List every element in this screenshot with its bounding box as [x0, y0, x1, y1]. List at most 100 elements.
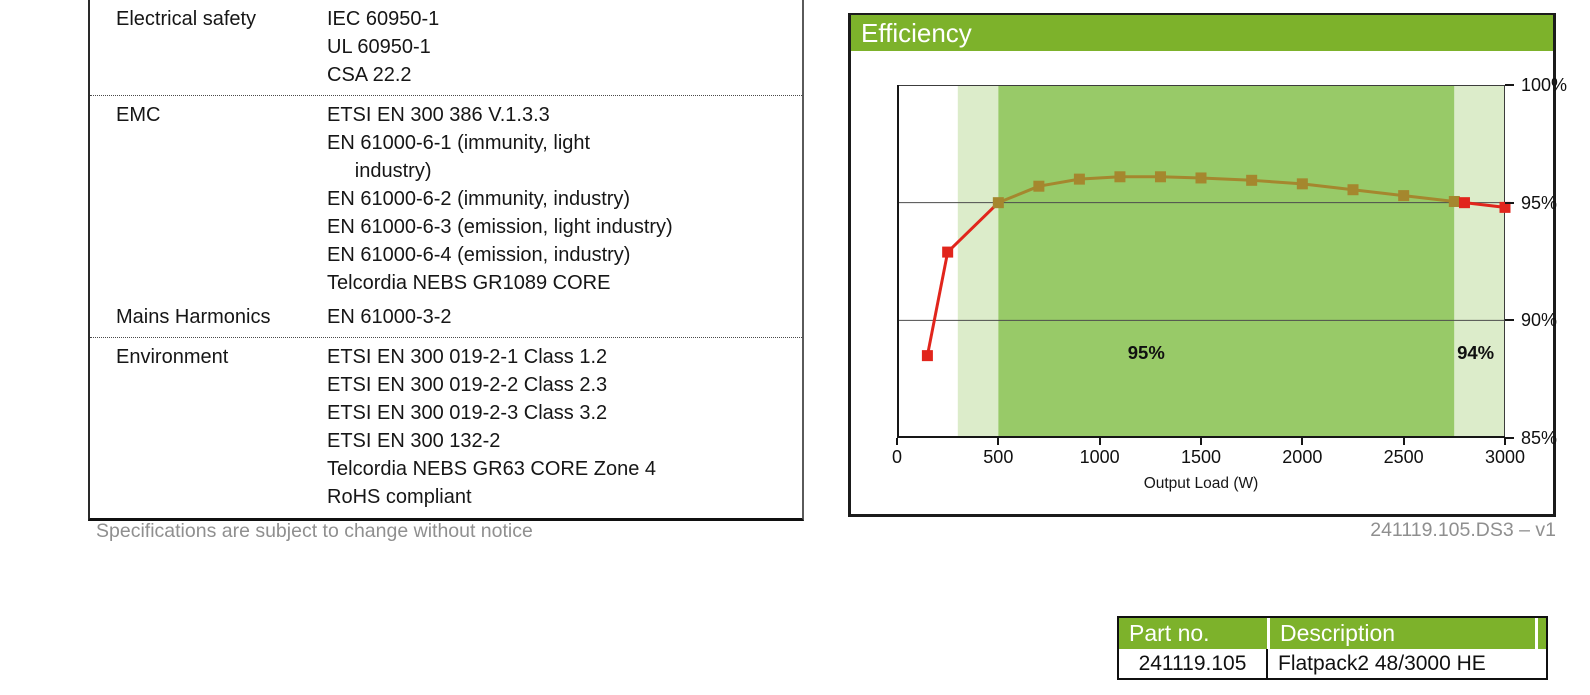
spec-footnote: Specifications are subject to change wit… [96, 520, 533, 542]
spec-row: Environment ETSI EN 300 019-2-1 Class 1.2… [90, 343, 802, 511]
specifications-table: Electrical safety IEC 60950-1 UL 60950-1 CS… [88, 0, 804, 521]
spec-row: Mains Harmonics EN 61000-3-2 [90, 303, 802, 331]
efficiency-curve-segment [997, 184, 1040, 205]
band-label: 95% [1127, 342, 1165, 364]
data-point-marker [1398, 190, 1410, 202]
spec-value-line: EN 61000-6-3 (emission, light industry) [327, 216, 673, 238]
data-point-marker [921, 350, 933, 362]
x-axis-tick-label: 500 [983, 447, 1014, 467]
band-label: 94% [1457, 342, 1495, 364]
spec-row-values: ETSI EN 300 386 V.1.3.3 EN 61000-6-1 (imm… [327, 101, 802, 297]
spec-value-line: EN 61000-3-2 [327, 306, 452, 328]
data-point-marker [942, 246, 954, 258]
spec-value-line: CSA 22.2 [327, 64, 412, 86]
efficiency-curve-segment [1403, 194, 1455, 203]
spec-value-line: EN 61000-6-2 (immunity, industry) [327, 188, 631, 210]
spec-value-line: UL 60950-1 [327, 36, 431, 58]
header-end-sliver [1538, 618, 1546, 649]
efficiency-curve-segment [1302, 182, 1354, 192]
spec-value-line: RoHS compliant [327, 486, 472, 508]
spec-value-line: ETSI EN 300 132-2 [327, 430, 501, 452]
spec-row-label: Environment [116, 346, 229, 368]
x-axis-tick [1504, 438, 1506, 445]
efficiency-curve-segment [1352, 188, 1404, 198]
x-axis-title: Output Load (W) [1143, 475, 1259, 492]
spec-value-line: ETSI EN 300 019-2-3 Class 3.2 [327, 402, 608, 424]
chart-title: Efficiency [861, 18, 972, 48]
spec-row: Electrical safety IEC 60950-1 UL 60950-1 CS… [90, 5, 802, 89]
part-table-header: Part no. Description [1119, 618, 1546, 649]
x-axis-tick-label: 1000 [1079, 447, 1120, 467]
x-axis-tick-label: 2500 [1383, 447, 1424, 467]
data-point-marker [1154, 171, 1166, 183]
spec-row-label: Electrical safety [116, 8, 257, 30]
plot-frame [898, 85, 1505, 438]
plot-axes [897, 85, 1505, 438]
spec-value-line: ETSI EN 300 019-2-2 Class 2.3 [327, 374, 608, 396]
x-axis-tick [1200, 438, 1202, 445]
data-point-marker [1114, 171, 1126, 183]
y-axis-tick [1505, 437, 1514, 439]
part-no-header-cell: Part no. [1119, 618, 1267, 649]
efficiency-plot [897, 85, 1511, 438]
spec-value-line: EN 61000-6-4 (emission, industry) [327, 244, 631, 266]
spec-section: EMC ETSI EN 300 386 V.1.3.3 EN 61000-6-1 (… [90, 95, 802, 337]
y-axis-tick [1505, 84, 1514, 86]
plot-area: 95% 94% [897, 85, 1511, 438]
description-cell: Flatpack2 48/3000 HE [1278, 652, 1486, 675]
efficiency-curve-segment [1200, 176, 1252, 182]
chart-title-bar: Efficiency [851, 15, 1553, 51]
spec-row: EMC ETSI EN 300 386 V.1.3.3 EN 61000-6-1 (… [90, 101, 802, 297]
spec-row-values: EN 61000-3-2 [327, 303, 802, 331]
part-no-cell: 241119.105 [1119, 649, 1268, 678]
efficiency-curve-segment [1079, 175, 1121, 181]
spec-row-values: IEC 60950-1 UL 60950-1 CSA 22.2 [327, 5, 802, 89]
spec-value-line: Telcordia NEBS GR63 CORE Zone 4 [327, 458, 657, 480]
x-axis-tick [1301, 438, 1304, 445]
part-table-row: 241119.105 Flatpack2 48/3000 HE [1119, 649, 1546, 678]
x-axis-tick-label: 1500 [1180, 447, 1222, 467]
data-point-marker [1458, 197, 1470, 209]
spec-value-line: Telcordia NEBS GR1089 CORE [327, 272, 611, 294]
data-point-marker [1499, 201, 1511, 213]
chart-inner: Efficiency 95% 94% Output Load (W) 100% 95… [851, 15, 1567, 514]
efficiency-chart-panel: Efficiency 95% 94% Output Load (W) 100% 95… [848, 13, 1567, 517]
part-number-table: Part no. Description 241119.105 Flatpack… [1117, 616, 1548, 680]
x-axis-tick [1402, 438, 1405, 445]
spec-value-line: IEC 60950-1 [327, 8, 440, 30]
spec-sections: Electrical safety IEC 60950-1 UL 60950-1 CS… [90, 0, 802, 517]
efficiency-band [998, 85, 1455, 438]
y-axis-tick-label: 90% [1521, 310, 1558, 331]
data-point-marker [992, 197, 1004, 209]
efficiency-curve-segment [1160, 175, 1202, 180]
spec-row-label: EMC [116, 104, 161, 126]
x-axis-tick [896, 438, 898, 445]
spec-row-values: ETSI EN 300 019-2-1 Class 1.2 ETSI EN 300… [327, 343, 802, 511]
x-axis-tick-label: 0 [891, 447, 902, 467]
efficiency-band [1454, 85, 1505, 438]
data-point-marker [1033, 180, 1045, 192]
y-axis-tick-label: 85% [1521, 428, 1558, 448]
spec-value-line: industry) [327, 160, 432, 182]
spec-value-line: ETSI EN 300 386 V.1.3.3 [327, 104, 550, 126]
x-axis-tick [1098, 438, 1101, 445]
efficiency-curve-segment [1251, 178, 1303, 186]
document-reference: 241119.105.DS3 – v1 [1370, 519, 1556, 541]
y-axis-tick [1505, 201, 1514, 204]
data-point-marker [1347, 184, 1359, 196]
description-header-cell: Description [1270, 618, 1535, 649]
x-axis-tick-label: 3000 [1484, 447, 1526, 467]
x-axis-tick-label: 2000 [1282, 447, 1323, 467]
efficiency-curve-segment [925, 251, 950, 356]
efficiency-band [957, 85, 999, 438]
y-axis-tick [1505, 319, 1514, 322]
spec-value-line: EN 61000-6-1 (immunity, light [327, 132, 591, 154]
spec-row-label: Mains Harmonics [116, 306, 271, 328]
data-point-marker [1073, 173, 1085, 185]
data-point-marker [1448, 195, 1460, 207]
y-axis-tick-label: 100% [1521, 75, 1568, 95]
x-axis-tick [997, 438, 1000, 445]
efficiency-curve-segment [1038, 177, 1080, 188]
y-axis-tick-label: 95% [1521, 192, 1558, 213]
spec-value-line: ETSI EN 300 019-2-1 Class 1.2 [327, 346, 608, 368]
